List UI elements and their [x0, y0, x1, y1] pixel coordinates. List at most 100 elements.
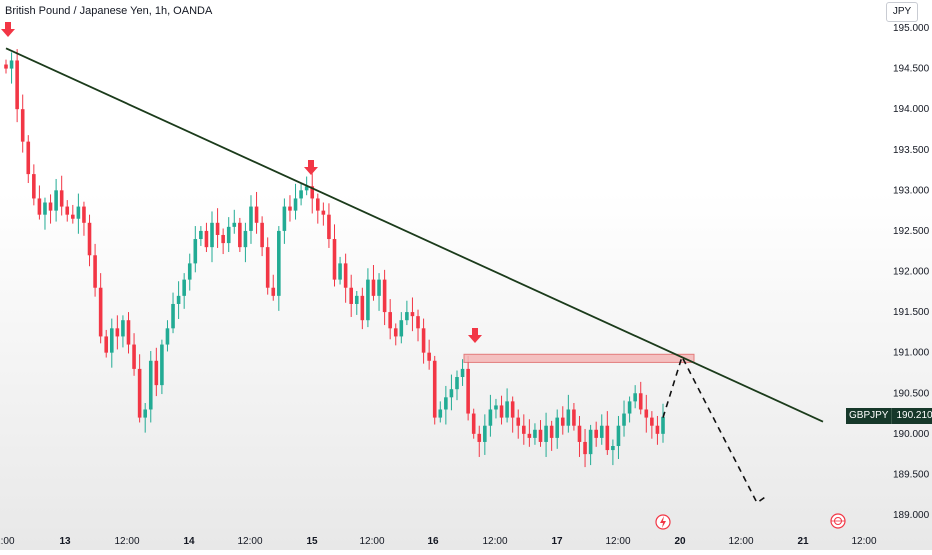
candle-body — [377, 279, 381, 296]
candle-body — [315, 198, 320, 211]
candle-body — [48, 202, 53, 211]
candle-body — [577, 425, 582, 442]
candle-body — [533, 429, 537, 438]
candle-body — [154, 360, 159, 386]
candle-body — [455, 377, 459, 390]
y-tick-label: 192.000 — [893, 267, 930, 278]
candle-body — [182, 279, 186, 296]
candle-body — [471, 413, 476, 434]
candle-body — [249, 206, 253, 231]
candle-body — [549, 425, 554, 438]
candle-body — [343, 263, 348, 288]
candle-body — [650, 417, 654, 426]
price-label-value: 190.210 — [891, 408, 932, 424]
candle-body — [527, 433, 532, 438]
candle-body — [466, 368, 470, 414]
candle-body — [321, 210, 326, 215]
candle-body — [588, 429, 593, 455]
candle-body — [304, 186, 309, 191]
candle-body — [282, 206, 287, 231]
trendline — [5, 47, 824, 423]
candle-body — [98, 287, 103, 337]
candle-body — [421, 328, 426, 353]
candle-body — [410, 312, 415, 317]
candle-body — [360, 295, 365, 321]
candle-body — [54, 190, 58, 211]
candle-body — [332, 239, 337, 280]
candle-body — [382, 279, 387, 313]
candle-body — [204, 230, 209, 248]
x-tick-label: 12:00 — [237, 536, 262, 547]
candle-body — [388, 312, 392, 329]
candle-body — [366, 279, 370, 321]
candle-body — [616, 425, 621, 447]
candle-body — [633, 393, 637, 402]
x-tick-label: 21 — [797, 536, 809, 547]
candle-body — [9, 60, 14, 69]
candle-body — [544, 425, 548, 442]
down-arrow-marker — [1, 22, 15, 37]
x-tick-label: 12:00 — [359, 536, 384, 547]
candle-body — [483, 425, 487, 442]
candle-body — [238, 222, 242, 248]
candle-body — [109, 328, 114, 353]
x-tick-label: 13 — [59, 536, 71, 547]
candle-body — [171, 303, 175, 329]
down-arrow-marker — [304, 160, 318, 175]
candle-body — [87, 222, 92, 256]
candle-body — [93, 255, 97, 288]
candle-body — [310, 186, 315, 199]
chart-title: British Pound / Japanese Yen, 1h, OANDA — [5, 5, 213, 17]
candle-body — [566, 409, 571, 426]
x-tick-label: 12:00 — [0, 536, 15, 547]
candle-body — [354, 295, 359, 304]
y-tick-label: 191.500 — [893, 307, 930, 318]
candle-body — [499, 405, 504, 418]
candle-body — [20, 109, 25, 142]
candle-body — [555, 417, 560, 438]
y-tick-label: 189.500 — [893, 469, 930, 480]
currency-button[interactable]: JPY — [886, 2, 918, 22]
candle-body — [32, 174, 36, 199]
candle-body — [165, 328, 170, 345]
candle-body — [210, 222, 214, 248]
candle-body — [438, 409, 443, 418]
candle-body — [65, 206, 70, 215]
candle-body — [494, 405, 498, 410]
y-tick-label: 192.500 — [893, 226, 930, 237]
candle-body — [338, 263, 342, 280]
candle-body — [427, 352, 431, 361]
x-tick-label: 20 — [674, 536, 686, 547]
x-tick-label: 14 — [183, 536, 195, 547]
candle-body — [4, 64, 8, 69]
candle-body — [260, 222, 264, 248]
candle-body — [516, 417, 521, 426]
y-tick-label: 190.500 — [893, 388, 930, 399]
candle-body — [121, 320, 125, 337]
x-tick-label: 12:00 — [114, 536, 139, 547]
y-tick-label: 195.000 — [893, 23, 930, 34]
candle-body — [627, 401, 632, 414]
candle-body — [265, 247, 270, 288]
candle-body — [226, 226, 231, 244]
candle-body — [76, 206, 81, 219]
candle-body — [160, 344, 164, 386]
candle-body — [449, 389, 454, 398]
candle-body — [126, 320, 131, 345]
candle-body — [37, 198, 42, 215]
x-tick-label: 12:00 — [482, 536, 507, 547]
candle-body — [638, 393, 643, 410]
x-tick-label: 17 — [551, 536, 563, 547]
y-tick-label: 189.000 — [893, 510, 930, 521]
x-tick-label: 12:00 — [851, 536, 876, 547]
candle-body — [327, 214, 331, 240]
candle-body — [243, 230, 248, 248]
candle-body — [399, 320, 404, 337]
candle-body — [644, 409, 649, 418]
candle-body — [393, 328, 398, 337]
candle-body — [611, 446, 615, 451]
y-tick-label: 194.500 — [893, 64, 930, 75]
x-tick-label: 15 — [306, 536, 318, 547]
x-tick-label: 16 — [427, 536, 439, 547]
